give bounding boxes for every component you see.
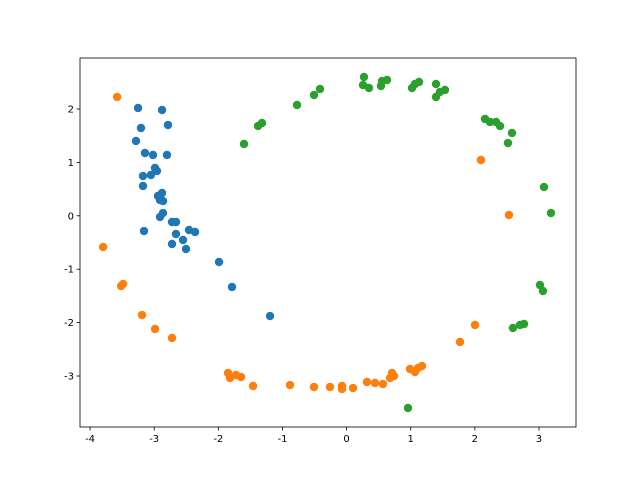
scatter-point [178,235,188,245]
x-tick-label: -1 [277,434,287,445]
scatter-point [138,181,148,191]
scatter-point [131,136,141,146]
scatter-point [292,100,302,110]
scatter-point [167,239,177,249]
scatter-point [257,118,267,128]
scatter-point [158,196,168,206]
scatter-point [98,242,108,252]
scatter-point [364,83,374,93]
scatter-point [136,123,146,133]
scatter-point [265,311,275,321]
y-tick-label: -2 [64,318,74,329]
scatter-point [485,117,495,127]
scatter-point [150,163,160,173]
x-tick-label: 3 [536,434,542,445]
x-tick-label: -2 [213,434,223,445]
scatter-point [539,182,549,192]
scatter-point [157,105,167,115]
scatter-point [508,323,518,333]
scatter-point [378,379,388,389]
x-tick-label: -3 [149,434,159,445]
scatter-point [116,281,126,291]
scatter-point [150,324,160,334]
y-tick-label: -1 [64,265,74,276]
scatter-point [181,244,191,254]
scatter-point [167,333,177,343]
scatter-point [155,212,165,222]
scatter-point [171,229,181,239]
scatter-point [476,155,486,165]
scatter-point [236,372,246,382]
scatter-point [171,217,181,227]
scatter-point [112,92,122,102]
axes-frame [79,57,577,428]
scatter-point [337,384,347,394]
scatter-point [140,148,150,158]
scatter-point [309,90,319,100]
scatter-point [362,377,372,387]
y-tick-label: 0 [68,211,74,222]
scatter-point [507,128,517,138]
scatter-point [414,77,424,87]
scatter-point [470,320,480,330]
scatter-point [163,120,173,130]
scatter-point [285,380,295,390]
scatter-point [315,84,325,94]
scatter-point [146,170,156,180]
y-tick-label: 2 [68,104,74,115]
scatter-point [538,286,548,296]
scatter-point [503,138,513,148]
scatter-point [138,171,148,181]
x-tick-label: 1 [408,434,414,445]
scatter-point [435,87,445,97]
y-tick-label: 1 [68,158,74,169]
scatter-point [403,403,413,413]
scatter-point [546,208,556,218]
x-tick-label: 2 [472,434,478,445]
scatter-point [417,361,427,371]
scatter-point [389,371,399,381]
scatter-point [309,382,319,392]
scatter-point [133,103,143,113]
scatter-point [495,121,505,131]
scatter-point [148,150,158,160]
scatter-point [519,319,529,329]
scatter-point [248,381,258,391]
scatter-point [227,282,237,292]
scatter-point [325,382,335,392]
scatter-point [370,378,380,388]
scatter-point [455,337,465,347]
scatter-point [348,383,358,393]
scatter-point [162,150,172,160]
scatter-point [214,257,224,267]
scatter-point [359,72,369,82]
y-tick-label: -3 [64,372,74,383]
scatter-point [382,75,392,85]
scatter-point [239,139,249,149]
scatter-point [137,310,147,320]
scatter-point [139,226,149,236]
scatter-point [190,227,200,237]
scatter-point [504,210,514,220]
scatter-point [431,79,441,89]
x-tick-label: -4 [85,434,95,445]
x-tick-label: 0 [343,434,349,445]
